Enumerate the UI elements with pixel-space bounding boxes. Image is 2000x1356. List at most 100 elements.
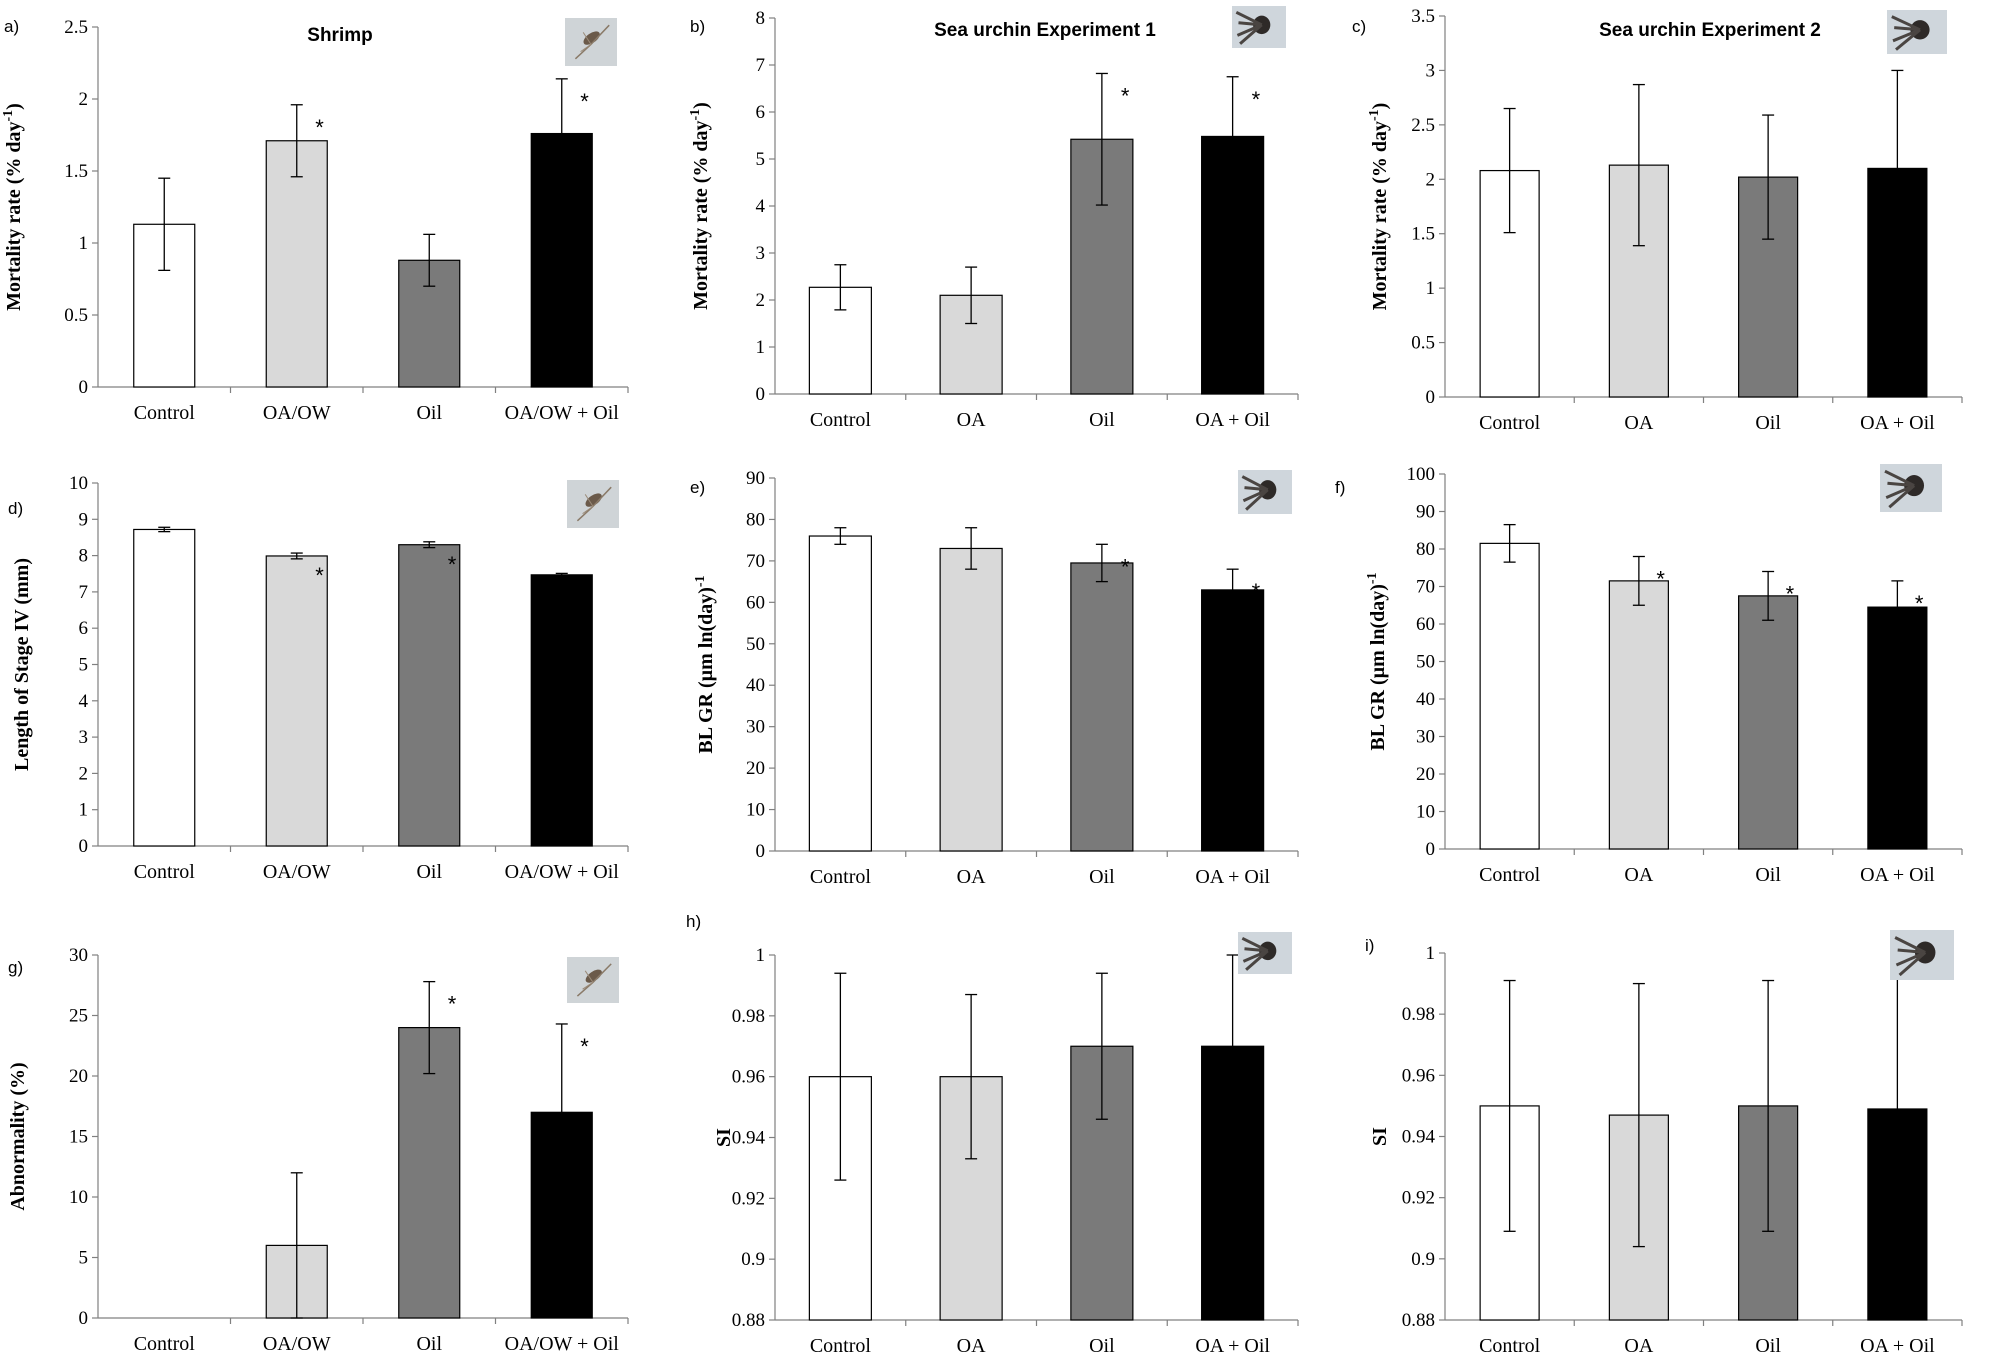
y-tick-label: 8 xyxy=(79,546,89,567)
x-tick-label: OA + Oil xyxy=(1860,1335,1935,1356)
y-tick-label: 0.9 xyxy=(1411,1249,1435,1270)
y-tick-label: 2.5 xyxy=(1411,115,1435,136)
urchin-arm xyxy=(1895,951,1926,967)
y-tick-label: 100 xyxy=(1407,464,1436,485)
y-tick-label: 90 xyxy=(1416,502,1435,523)
panel-e: 0 10 20 30 40 50 60 70 80 90 Control OA * Oil * OA + Oi… xyxy=(690,468,1299,888)
panel-letter: d) xyxy=(8,499,23,518)
x-tick-label: Control xyxy=(810,866,872,888)
urchin-icon xyxy=(1887,10,1947,54)
y-tick-label: 2 xyxy=(79,89,89,110)
panel-letter: e) xyxy=(690,478,705,497)
urchin-arm xyxy=(1885,484,1915,499)
panel-h: 0.88 0.9 0.92 0.94 0.96 0.98 1 Control OA Oil OA +… xyxy=(686,912,1299,1356)
x-tick-label: OA + Oil xyxy=(1860,412,1935,434)
panel-g: 0 5 10 15 20 25 30 Control OA/OW * Oil * OA/OW + Oil… xyxy=(7,945,629,1355)
y-tick-label: 7 xyxy=(79,582,89,603)
y-tick-label: 0.98 xyxy=(1402,1004,1435,1025)
x-tick-label: OA xyxy=(1624,412,1653,434)
y-tick-label: 2.5 xyxy=(64,17,88,38)
y-tick-label: 20 xyxy=(1416,764,1435,785)
significance-star: * xyxy=(580,1034,589,1059)
x-tick-label: Oil xyxy=(1755,412,1781,434)
significance-star: * xyxy=(1121,554,1130,579)
y-tick-label: 7 xyxy=(756,55,766,76)
y-tick-label: 30 xyxy=(1416,727,1435,748)
panel-letter: b) xyxy=(690,17,705,36)
significance-star: * xyxy=(1252,579,1261,604)
significance-star: * xyxy=(448,552,457,577)
y-tick-label: 0 xyxy=(79,836,89,857)
y-axis-label: BL GR (µm ln(day)-1 xyxy=(1365,572,1389,750)
bar-oil xyxy=(1070,562,1134,852)
y-tick-label: 0 xyxy=(79,377,89,398)
urchin-arm xyxy=(1888,484,1916,509)
x-tick-label: Oil xyxy=(1089,1335,1115,1356)
y-tick-label: 40 xyxy=(746,675,765,696)
x-tick-label: OA xyxy=(1624,864,1653,886)
urchin-arm xyxy=(1245,949,1269,971)
y-tick-label: 2 xyxy=(79,763,89,784)
significance-star: * xyxy=(1121,83,1130,108)
bar-oa xyxy=(939,547,1003,852)
y-tick-label: 0 xyxy=(1426,839,1436,860)
urchin-arm xyxy=(1245,488,1269,511)
panel-letter: f) xyxy=(1335,478,1345,497)
y-tick-label: 90 xyxy=(746,468,765,489)
x-tick-label: Oil xyxy=(416,861,442,883)
y-tick-label: 1.5 xyxy=(64,161,88,182)
y-tick-label: 1 xyxy=(79,233,89,254)
y-tick-label: 0 xyxy=(79,1308,89,1329)
x-tick-label: OA/OW + Oil xyxy=(505,1333,620,1355)
bar-oa-ow xyxy=(265,555,328,847)
y-tick-label: 1 xyxy=(79,800,89,821)
x-tick-label: OA + Oil xyxy=(1195,866,1270,888)
y-tick-label: 3.5 xyxy=(1411,6,1435,27)
shrimp-legs xyxy=(582,970,594,990)
chart-title: Sea urchin Experiment 1 xyxy=(934,20,1156,41)
bar-oa-ow-oil xyxy=(530,574,593,847)
y-tick-label: 10 xyxy=(746,800,765,821)
x-tick-label: OA/OW xyxy=(263,1333,331,1355)
y-tick-label: 0 xyxy=(756,384,766,405)
significance-star: * xyxy=(1915,591,1924,616)
y-tick-label: 60 xyxy=(746,592,765,613)
shrimp-body xyxy=(585,493,602,507)
y-tick-label: 10 xyxy=(69,1187,88,1208)
panel-f: 0 10 20 30 40 50 60 70 80 90 100 Control * OA * Oil * OA … xyxy=(1335,464,1963,886)
urchin-icon xyxy=(1238,932,1292,974)
shrimp-body xyxy=(583,31,600,45)
bar-oa-oil xyxy=(1867,606,1928,850)
significance-star: * xyxy=(315,115,324,140)
significance-star: * xyxy=(580,583,589,608)
y-tick-label: 0.96 xyxy=(1402,1065,1435,1086)
bar-control xyxy=(1479,542,1540,850)
y-tick-label: 2 xyxy=(1426,169,1436,190)
chart-title: Shrimp xyxy=(307,25,372,46)
y-tick-label: 0.98 xyxy=(732,1006,765,1027)
y-tick-label: 10 xyxy=(69,473,88,494)
y-axis-label: Mortality rate (% day-1) xyxy=(688,102,712,310)
urchin-icon xyxy=(1232,6,1286,48)
panel-a: 0 0.5 1 1.5 2 2.5 Control * OA/OW Oil * OA/OW + Oil… xyxy=(1,17,629,424)
panel-letter: i) xyxy=(1365,936,1374,955)
urchin-arm xyxy=(1894,936,1926,954)
y-axis-label: BL GR (µm ln(day)-1 xyxy=(693,575,717,753)
x-tick-label: OA xyxy=(957,409,986,431)
y-axis-label: Abnormality (%) xyxy=(7,1062,29,1210)
panel-letter: c) xyxy=(1352,17,1366,36)
significance-star: * xyxy=(315,563,324,588)
y-tick-label: 0 xyxy=(1426,387,1436,408)
urchin-arm xyxy=(1894,26,1921,32)
y-tick-label: 0.88 xyxy=(1402,1310,1435,1331)
y-tick-label: 5 xyxy=(79,655,89,676)
x-tick-label: Oil xyxy=(416,1333,442,1355)
urchin-arm xyxy=(1897,948,1926,954)
bar-oa-oil xyxy=(1201,589,1265,852)
y-tick-label: 80 xyxy=(1416,539,1435,560)
urchin-arm xyxy=(1244,947,1268,953)
x-tick-label: OA + Oil xyxy=(1195,409,1270,431)
y-tick-label: 20 xyxy=(69,1066,88,1087)
x-tick-label: Control xyxy=(1479,864,1541,886)
